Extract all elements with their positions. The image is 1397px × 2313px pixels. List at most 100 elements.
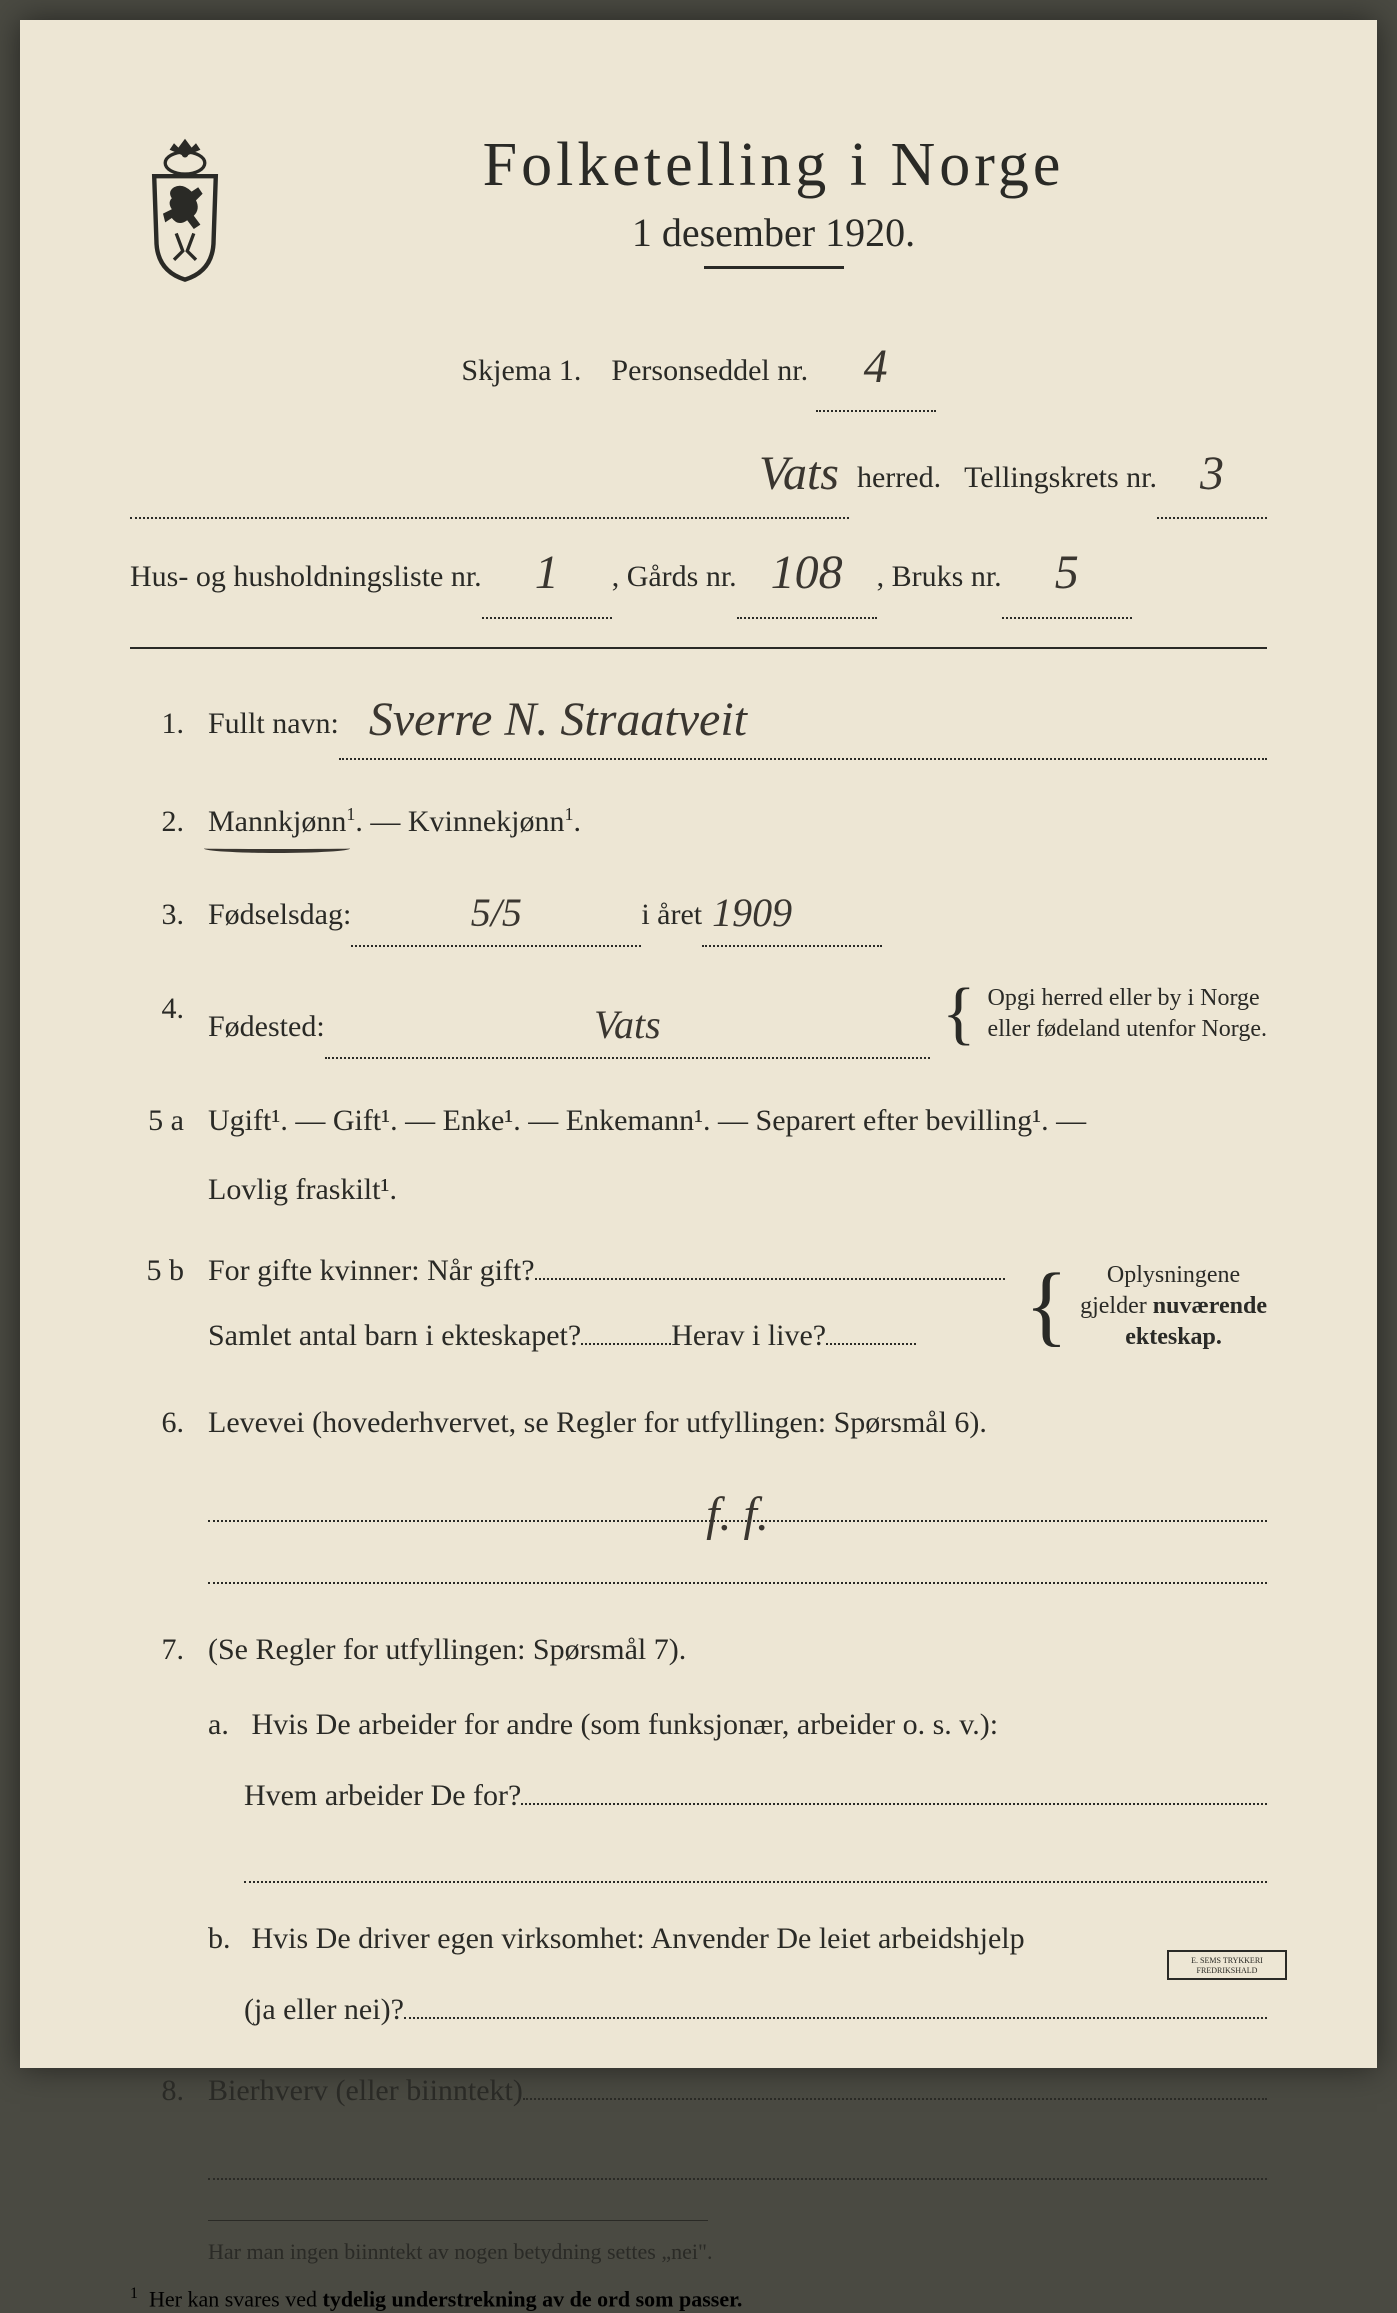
q4-label: Fødested: [208,1001,325,1052]
q8-field2 [208,2152,1267,2180]
q7a-label: a. [208,1699,244,1750]
q3-day-field: 5/5 [351,877,641,947]
tellingskrets-label: Tellingskrets nr. [964,449,1157,506]
hus-line: Hus- og husholdningsliste nr. 1 , Gårds … [130,525,1267,618]
printer-mark: E. SEMS TRYKKERI FREDRIKSHALD [1167,1950,1287,1980]
q3-mid: i året [641,889,702,940]
q1-value: Sverre N. Straatveit [369,693,747,746]
q4-note: { Opgi herred eller by i Norge eller fød… [942,983,1267,1045]
q7a: a. Hvis De arbeider for andre (som funks… [208,1699,1267,1750]
q3-year-field: 1909 [702,877,882,947]
q7b: b. Hvis De driver egen virksomhet: Anven… [208,1913,1267,1964]
q5b-live-field [826,1343,916,1345]
q3-day: 5/5 [471,890,522,935]
hus-label: Hus- og husholdningsliste nr. [130,548,482,605]
bruks-label: , Bruks nr. [877,548,1002,605]
q4-value: Vats [594,1002,661,1047]
q5b-note3: ekteskap. [1080,1322,1267,1353]
q8-label: Bierhverv (eller biinntekt) [208,2065,523,2116]
q7a-text1: Hvis De arbeider for andre (som funksjon… [252,1708,999,1741]
q6: 6. Levevei (hovederhvervet, se Regler fo… [130,1397,1267,1584]
coat-of-arms-icon [130,130,240,280]
title-block: Folketelling i Norge 1 desember 1920. [280,130,1267,299]
footnote-star: Har man ingen biinntekt av nogen betydni… [208,2239,1267,2265]
brace-icon: { [942,993,976,1035]
q5b-l2b: Herav i live? [671,1310,826,1361]
title-rule [704,266,844,269]
q5b-note2: gjelder nuværende [1080,1291,1267,1322]
question-list: 1. Fullt navn: Sverre N. Straatveit 2. M… [130,677,1267,2181]
herred-field: Vats [130,426,849,519]
tellingskrets-field: 3 [1157,426,1267,519]
q6-num: 6. [130,1397,184,1448]
herred-label: herred. [849,449,949,506]
q5b-l2a: Samlet antal barn i ekteskapet? [208,1310,581,1361]
bruks-field: 5 [1002,525,1132,618]
tellingskrets-value: 3 [1200,447,1224,500]
q3-year: 1909 [712,890,792,935]
title-sub: 1 desember 1920. [280,209,1267,256]
q4: 4. Fødested: Vats { Opgi herred eller by… [130,983,1267,1065]
q7b-label: b. [208,1913,244,1964]
q7a-field [521,1803,1267,1805]
q7a-field2 [244,1855,1267,1883]
hus-value: 1 [535,546,559,599]
q1: 1. Fullt navn: Sverre N. Straatveit [130,677,1267,767]
q5b-note1: Oplysningene [1080,1260,1267,1291]
q2-mann: Mannkjønn [208,796,346,847]
q7: 7. (Se Regler for utfyllingen: Spørsmål … [130,1624,1267,2035]
footnote-rule [208,2220,708,2221]
gards-label: , Gårds nr. [612,548,737,605]
skjema-line: Skjema 1. Personseddel nr. 4 [130,319,1267,412]
q8-num: 8. [130,2065,184,2116]
q6-value: f. f. [706,1488,769,1541]
q1-num: 1. [130,698,184,749]
q5a-line2: Lovlig fraskilt¹. [208,1164,1267,1215]
q7-num: 7. [130,1624,184,1675]
q1-field: Sverre N. Straatveit [339,677,1267,761]
personseddel-value: 4 [864,340,888,393]
q5a-num: 5 a [130,1095,184,1146]
q6-field-1: f. f. [208,1472,1267,1522]
footnote-1: 1 Her kan svares ved tydelig understrekn… [130,2285,1267,2312]
q8-field [523,2098,1267,2100]
q5b-gift-field [535,1278,1005,1280]
q6-field-2 [208,1556,1267,1584]
brace-icon: { [1025,1279,1068,1333]
q4-field: Vats [325,989,930,1059]
q5b-barn-field [581,1343,671,1345]
q2-dot1: . [355,805,363,838]
q7b-field [404,2017,1267,2019]
q4-note1: Opgi herred eller by i Norge [988,983,1267,1014]
q2-num: 2. [130,796,184,847]
q2-dot2: . [573,805,581,838]
q6-label: Levevei (hovederhvervet, se Regler for u… [208,1397,1267,1448]
q5b-l1: For gifte kvinner: Når gift? [208,1245,535,1296]
gards-value: 108 [771,546,843,599]
q5a-options: Ugift¹. — Gift¹. — Enke¹. — Enkemann¹. —… [208,1095,1267,1146]
q2-kvinne: Kvinnekjønn [408,805,565,838]
hus-field: 1 [482,525,612,618]
q7b-text1: Hvis De driver egen virksomhet: Anvender… [252,1922,1025,1955]
personseddel-label: Personseddel nr. [611,354,808,387]
gards-field: 108 [737,525,877,618]
document-page: Folketelling i Norge 1 desember 1920. Sk… [20,20,1377,2068]
herred-line: Vats herred. Tellingskrets nr. 3 [130,426,1267,519]
q3-label: Fødselsdag: [208,889,351,940]
q5b: 5 b For gifte kvinner: Når gift? Samlet … [130,1245,1267,1367]
q8: 8. Bierhverv (eller biinntekt) [130,2065,1267,2122]
header: Folketelling i Norge 1 desember 1920. [130,130,1267,299]
q1-label: Fullt navn: [208,698,339,749]
personseddel-field: 4 [816,319,936,412]
q5a: 5 a Ugift¹. — Gift¹. — Enke¹. — Enkemann… [130,1095,1267,1215]
q4-num: 4. [130,983,184,1034]
q4-note2: eller fødeland utenfor Norge. [988,1014,1267,1045]
q2-dash: — [370,805,408,838]
bruks-value: 5 [1055,546,1079,599]
q5b-num: 5 b [130,1245,184,1296]
q5b-note: { Oplysningene gjelder nuværende ekteska… [1025,1260,1267,1354]
herred-value: Vats [759,447,839,500]
q3-num: 3. [130,889,184,940]
divider [130,647,1267,649]
q7a-text2: Hvem arbeider De for? [244,1770,521,1821]
